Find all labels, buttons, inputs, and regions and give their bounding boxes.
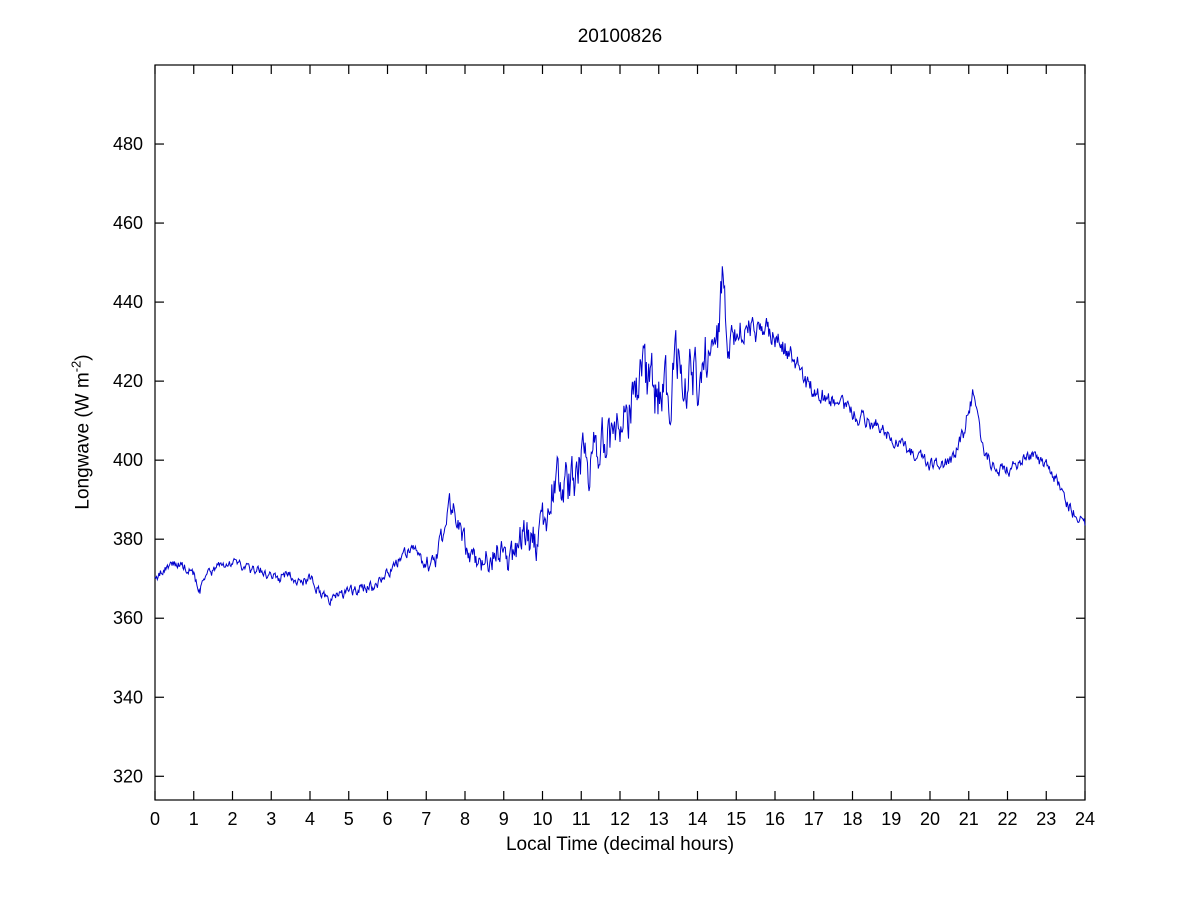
y-axis-label: Longwave (W m-2) — [68, 354, 94, 510]
y-tick-label: 400 — [113, 450, 143, 470]
y-axis-label-superscript: -2 — [68, 360, 84, 373]
x-tick-label: 23 — [1036, 809, 1056, 829]
x-tick-label: 14 — [687, 809, 707, 829]
y-tick-label: 320 — [113, 766, 143, 786]
chart-title: 20100826 — [577, 26, 663, 47]
x-tick-label: 11 — [572, 809, 591, 829]
y-tick-label: 460 — [113, 213, 143, 233]
x-axis-label: Local Time (decimal hours) — [505, 834, 735, 855]
x-tick-label: 7 — [421, 809, 431, 829]
x-tick-label: 24 — [1075, 809, 1095, 829]
x-tick-label: 22 — [997, 809, 1017, 829]
x-tick-label: 10 — [532, 809, 552, 829]
y-tick-label: 440 — [113, 292, 143, 312]
x-tick-label: 20 — [920, 809, 940, 829]
x-tick-label: 6 — [382, 809, 392, 829]
y-tick-label: 420 — [113, 371, 143, 391]
x-tick-label: 12 — [610, 809, 630, 829]
y-tick-label: 360 — [113, 608, 143, 628]
x-tick-label: 19 — [881, 809, 901, 829]
x-tick-label: 15 — [726, 809, 746, 829]
x-tick-label: 3 — [266, 809, 276, 829]
x-tick-label: 2 — [227, 809, 237, 829]
x-tick-label: 4 — [305, 809, 315, 829]
axes-box — [154, 64, 1086, 801]
x-tick-label: 18 — [842, 809, 862, 829]
y-tick-label: 340 — [113, 687, 143, 707]
x-tick-label: 17 — [804, 809, 824, 829]
x-tick-label: 1 — [189, 809, 199, 829]
y-axis-label-prefix: Longwave (W m — [72, 372, 94, 510]
x-tick-label: 16 — [765, 809, 785, 829]
x-tick-label: 21 — [959, 809, 979, 829]
y-tick-label: 380 — [113, 529, 143, 549]
data-line — [154, 266, 1086, 607]
x-tick-label: 0 — [150, 809, 160, 829]
x-tick-label: 9 — [499, 809, 509, 829]
x-tick-label: 13 — [649, 809, 669, 829]
x-tick-label: 8 — [460, 809, 470, 829]
y-tick-label: 480 — [113, 134, 143, 154]
x-tick-label: 5 — [344, 809, 354, 829]
